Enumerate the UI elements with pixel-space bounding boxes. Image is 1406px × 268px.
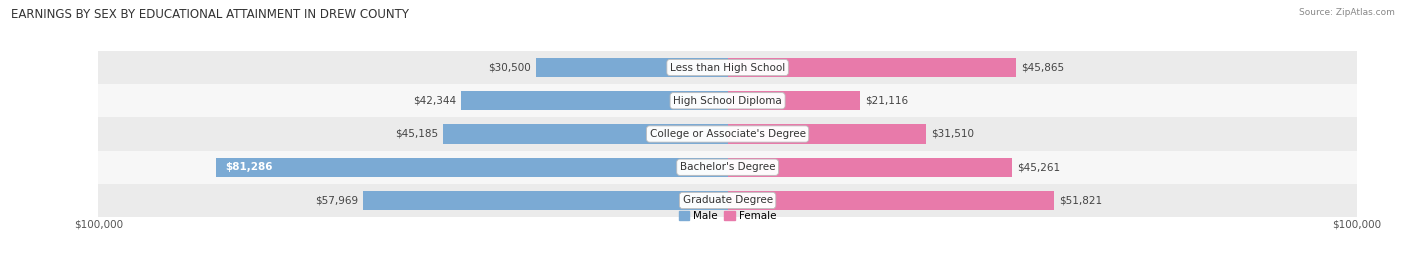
Text: $42,344: $42,344 [413,96,456,106]
Text: Source: ZipAtlas.com: Source: ZipAtlas.com [1299,8,1395,17]
Text: $45,865: $45,865 [1021,62,1064,73]
Bar [728,91,860,110]
Bar [728,124,927,144]
Bar [363,191,728,210]
Text: $30,500: $30,500 [488,62,530,73]
Text: EARNINGS BY SEX BY EDUCATIONAL ATTAINMENT IN DREW COUNTY: EARNINGS BY SEX BY EDUCATIONAL ATTAINMEN… [11,8,409,21]
Text: $57,969: $57,969 [315,195,359,206]
Text: $51,821: $51,821 [1059,195,1102,206]
Text: High School Diploma: High School Diploma [673,96,782,106]
Text: $45,261: $45,261 [1018,162,1060,172]
FancyBboxPatch shape [98,117,1357,151]
Bar [443,124,728,144]
FancyBboxPatch shape [98,84,1357,117]
FancyBboxPatch shape [98,51,1357,84]
Text: $31,510: $31,510 [931,129,974,139]
Text: Less than High School: Less than High School [671,62,785,73]
Bar [217,158,728,177]
FancyBboxPatch shape [98,151,1357,184]
Bar [728,58,1017,77]
FancyBboxPatch shape [98,184,1357,217]
Bar [728,158,1012,177]
Text: Bachelor's Degree: Bachelor's Degree [681,162,775,172]
Text: College or Associate's Degree: College or Associate's Degree [650,129,806,139]
Text: $21,116: $21,116 [866,96,908,106]
Bar [728,191,1053,210]
Text: Graduate Degree: Graduate Degree [682,195,773,206]
Bar [461,91,728,110]
Text: $81,286: $81,286 [225,162,273,172]
Legend: Male, Female: Male, Female [675,207,780,225]
Bar [536,58,728,77]
Text: $45,185: $45,185 [395,129,439,139]
